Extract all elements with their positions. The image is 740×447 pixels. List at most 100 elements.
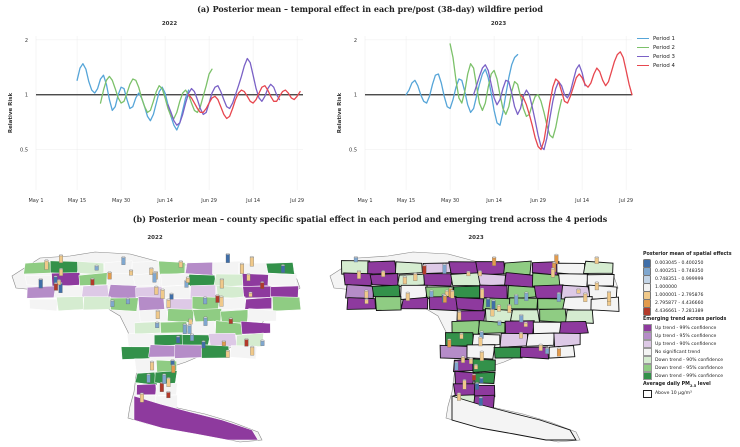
cylinder-marker [121,257,126,265]
legend-label: Above 10 μg/m³ [655,391,692,397]
legend-label: 2.795877 - 4.436660 [655,300,704,306]
legend-swatch [637,47,649,48]
cylinder-cap [442,263,447,266]
county [158,260,186,276]
trend-legend-item: Down trend - 90% confidence [643,356,739,364]
county [148,344,177,358]
y-axis-label: Relative Risk [8,92,14,133]
county [270,285,299,299]
cylinder-cap [353,256,358,259]
cylinder-marker [219,296,224,307]
cylinder-cap [249,256,254,258]
cylinder-marker [480,288,485,299]
legend-label: Period 2 [653,44,675,51]
cylinder-cap [154,285,159,288]
x-tick-label: May 30 [112,198,130,204]
county [450,272,481,287]
cylinder-cap [155,321,160,324]
x-tick-label: Jun 29 [200,198,217,204]
cylinder-cap [169,292,174,295]
cylinder-cap [538,343,543,346]
cylinder-cap [524,291,529,294]
county [472,358,496,373]
cylinder-cap [594,281,599,284]
county [499,332,529,348]
legend-swatch [643,340,652,348]
county [532,272,562,287]
cylinder-cap [405,291,410,294]
county-map [11,251,302,443]
cylinder-marker [405,292,410,301]
cylinder-marker [160,289,165,299]
cylinder-cap [473,363,478,366]
cylinder-cap [552,261,557,264]
cylinder-marker [442,295,447,303]
county [590,296,620,312]
y-tick-label: 2 [25,38,28,44]
cylinder-cap [260,339,265,342]
chart-title: 2022 [162,21,177,27]
x-tick-label: May 1 [28,198,43,204]
cylinder-marker [402,276,407,285]
cylinder-marker [219,278,224,289]
county [244,297,272,310]
y-tick-label: 2 [354,38,357,44]
cylinder-cap [160,288,165,291]
cylinder-marker [59,268,64,276]
cylinder-marker [107,272,112,280]
county [553,332,581,348]
cylinder-marker [246,274,251,281]
cylinder-marker [203,317,208,326]
cylinder-marker [38,278,43,289]
cylinder-marker [583,293,588,302]
cylinder-cap [364,289,369,292]
cylinder-marker [422,265,427,275]
trend-legend-item: Up trend - 95% confidence [643,332,739,340]
cylinder-marker [519,314,524,323]
legend-item-period-2: Period 2 [637,43,737,52]
cylinder-cap [201,340,206,343]
trend-legend-item: Down trend - 99% confidence [643,372,739,380]
series-line-period-3 [167,57,281,126]
county [448,261,480,275]
cylinder-marker [249,256,254,267]
cylinder-cap [166,377,171,380]
legend-label: 0.003045 - 0.400250 [655,260,704,266]
cylinder-cap [413,272,418,275]
figure-title-a: (a) Posterior mean – temporal effect in … [197,4,543,14]
cylinder-marker [240,263,244,274]
cylinder-cap [442,294,447,297]
county [242,273,270,287]
county [519,346,549,360]
legend-label: 1.000000 [655,284,677,290]
x-tick-label: May 15 [68,198,86,204]
cylinder-marker [490,308,495,317]
cylinder-cap [166,298,171,301]
spatial-legend-item: 0.400251 - 0.748350 [643,266,739,276]
cylinder-cap [468,357,473,360]
cylinder-marker [594,257,599,265]
pm-heading-sub: 2.5 [689,383,697,388]
county [56,296,84,312]
cylinder-marker [139,393,144,403]
county [185,262,214,276]
cylinder-cap [462,379,467,381]
cylinder-marker [462,379,467,390]
county [82,296,112,311]
cylinder-cap [454,361,459,364]
cylinder-cap [478,396,483,399]
legend-item-period-1: Period 1 [637,34,737,43]
cylinder-cap [402,275,407,278]
series-line-period-3 [472,64,586,151]
county [455,296,485,312]
cylinder-cap [146,373,151,376]
county [422,262,452,275]
cylinder-cap [178,260,183,263]
cylinder-cap [225,349,230,352]
cylinder-marker [244,338,249,347]
y-tick-label: 0.5 [20,148,28,154]
line-legend: Period 1 Period 2 Period 3 Period 4 [637,34,737,70]
cylinder-cap [248,291,253,294]
cylinder-cap [150,360,154,363]
county [272,296,302,312]
